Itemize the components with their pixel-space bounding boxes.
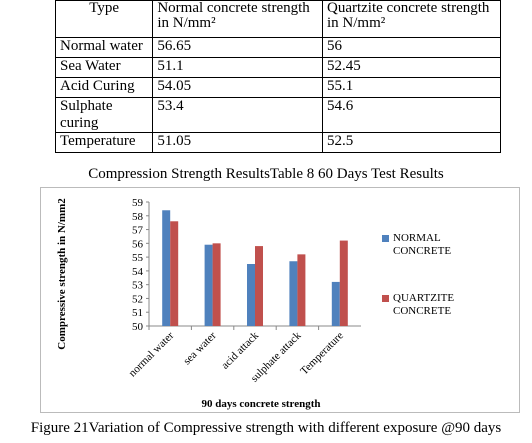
table-cell: 56 (321, 37, 502, 58)
y-tick-label: 54 (132, 266, 144, 278)
table-caption: Compression Strength ResultsTable 8 60 D… (88, 166, 444, 182)
bar (339, 240, 348, 326)
table-row: Temperature 51.05 52.5 (54, 132, 502, 153)
bar (170, 221, 179, 326)
table-cell: 54.05 (152, 77, 323, 98)
x-tick-label: acid attack (219, 329, 261, 371)
header-cell: Quartzite concrete strength in N/mm² (321, 0, 502, 38)
table-cell: 56.65 (152, 37, 323, 58)
table-cell: 54.6 (321, 97, 502, 133)
x-tick-label: sea water (181, 329, 219, 367)
header-cell: Type (54, 0, 154, 38)
bar (212, 243, 221, 326)
table-row: Acid Curing 54.05 55.1 (54, 77, 502, 98)
table-cell: 52.5 (321, 132, 502, 153)
table-cell: Acid Curing (54, 77, 154, 98)
y-tick-label: 52 (132, 293, 143, 305)
bar (255, 246, 263, 326)
x-tick-label: normal water (127, 329, 177, 379)
table-cell: 52.45 (321, 57, 502, 78)
bar (247, 264, 255, 326)
bar (297, 254, 306, 326)
y-tick-label: 59 (132, 197, 144, 209)
table-cell: 53.4 (152, 97, 323, 133)
table-cell: 51.05 (152, 132, 323, 153)
header-cell: Normal concrete strength in N/mm² (152, 0, 323, 38)
table-cell: 55.1 (321, 77, 502, 98)
bar (331, 281, 340, 326)
y-tick-label: 50 (132, 321, 144, 333)
y-tick-label: 57 (132, 225, 144, 237)
table-cell: Temperature (54, 132, 154, 153)
legend-swatch (382, 235, 389, 242)
x-tick-label: Temperature (298, 330, 346, 378)
table-row: Sea Water 51.1 52.45 (54, 57, 502, 78)
bar (204, 244, 213, 326)
data-table: Type Normal concrete strength in N/mm² Qua… (54, 0, 502, 153)
table-row: Normal water 56.65 56 (54, 37, 502, 58)
table-cell: 51.1 (152, 57, 323, 78)
table-cell: Sea Water (54, 57, 154, 78)
x-axis-label: 90 days concrete strength (201, 398, 320, 410)
chart: 50 51 52 53 54 55 56 57 58 59 normal water sea wate… (40, 187, 520, 413)
legend-swatch (382, 295, 389, 302)
bar (162, 210, 171, 326)
table-row: Sulphate curing 53.4 54.6 (54, 97, 502, 133)
bar (289, 261, 298, 326)
y-axis-label: Compressive strength in N/mm2 (56, 198, 68, 350)
y-tick-label: 56 (132, 238, 144, 250)
legend-label: QUARTZITE CONCRETE (393, 292, 455, 317)
table-cell: Sulphate curing (54, 97, 154, 133)
table-cell: Normal water (54, 37, 154, 58)
y-tick-label: 51 (132, 307, 143, 319)
figure-caption: Figure 21Variation of Compressive streng… (30, 420, 502, 436)
y-tick-label: 55 (132, 252, 144, 264)
y-tick-label: 58 (132, 211, 144, 223)
y-tick-label: 53 (132, 280, 144, 292)
legend-label: NORMAL CONCRETE (393, 232, 452, 257)
